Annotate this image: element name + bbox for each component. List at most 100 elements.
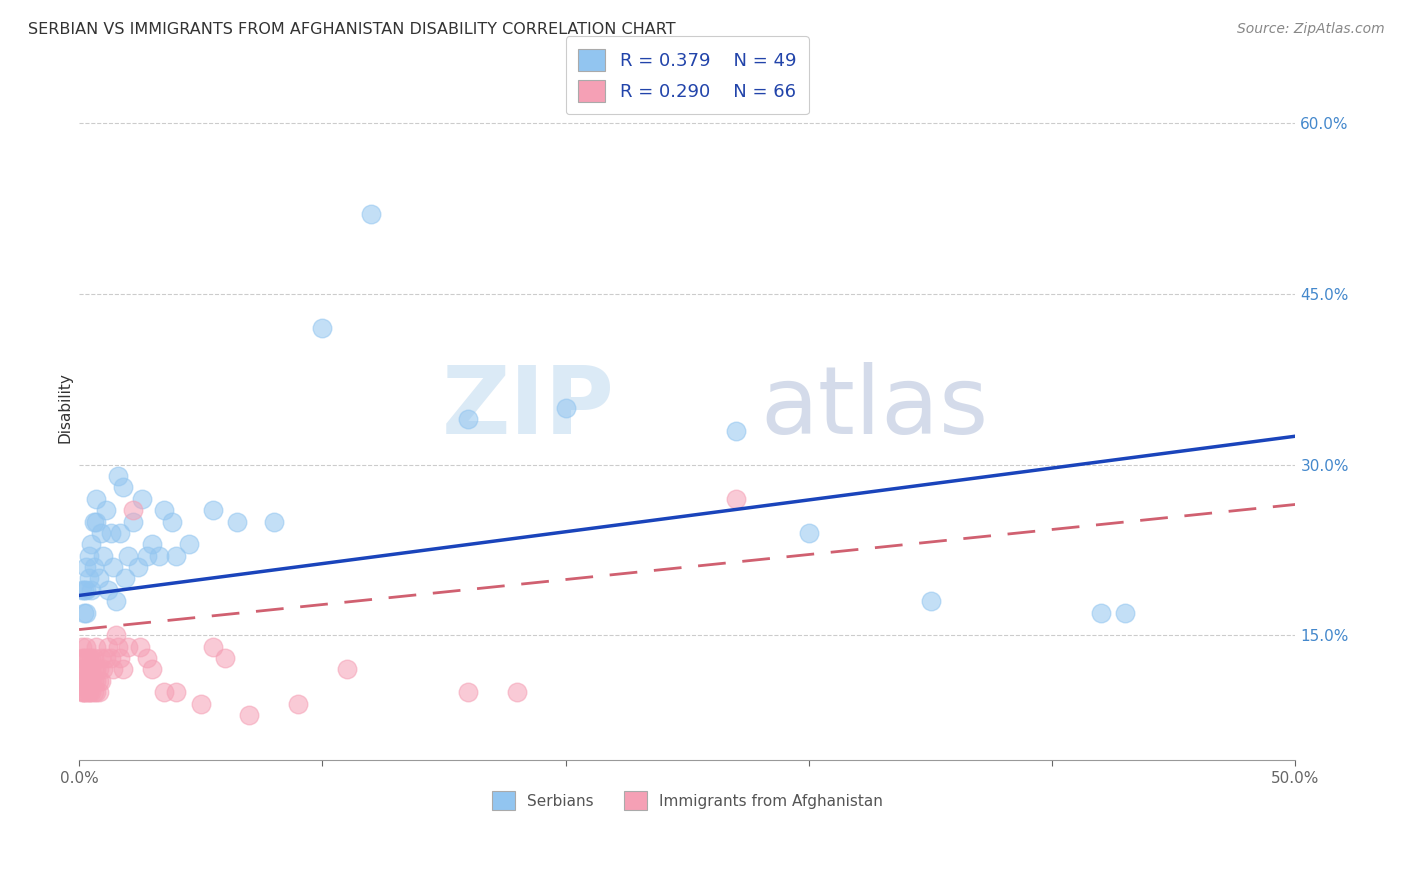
Point (83, 673, 105, 688)
Point (83, 515, 105, 529)
Point (131, 491, 153, 506)
Point (165, 685, 187, 699)
Point (127, 560, 149, 574)
Point (160, 515, 183, 529)
Text: Source: ZipAtlas.com: Source: ZipAtlas.com (1237, 22, 1385, 37)
Point (83, 560, 105, 574)
Point (97, 640, 120, 654)
Point (80, 673, 103, 688)
Point (114, 571, 136, 585)
Text: ZIP: ZIP (441, 362, 614, 454)
Point (177, 537, 200, 551)
Point (84, 662, 107, 676)
Point (214, 651, 236, 665)
Point (311, 321, 333, 335)
Point (141, 537, 163, 551)
Point (104, 628, 127, 642)
Point (129, 640, 152, 654)
Point (1090, 606, 1112, 620)
Point (97, 582, 120, 597)
Text: SERBIAN VS IMMIGRANTS FROM AFGHANISTAN DISABILITY CORRELATION CHART: SERBIAN VS IMMIGRANTS FROM AFGHANISTAN D… (28, 22, 676, 37)
Point (75, 606, 97, 620)
Point (77, 662, 100, 676)
Point (83, 662, 105, 676)
Point (80, 662, 103, 676)
Point (554, 401, 576, 415)
Point (336, 662, 359, 676)
Point (83, 685, 105, 699)
Point (84, 640, 107, 654)
Point (75, 640, 97, 654)
Point (94, 651, 117, 665)
Point (506, 685, 529, 699)
Point (83, 651, 105, 665)
Point (201, 640, 224, 654)
Point (1114, 606, 1136, 620)
Point (70, 640, 93, 654)
Point (100, 525, 122, 540)
Point (107, 469, 129, 483)
Point (80, 582, 103, 597)
Point (920, 594, 942, 608)
Point (77, 549, 100, 563)
Point (87, 685, 110, 699)
Point (263, 515, 285, 529)
Point (107, 640, 129, 654)
Point (70, 582, 93, 597)
Point (238, 707, 260, 722)
Point (75, 685, 97, 699)
Point (457, 685, 479, 699)
Point (75, 662, 97, 676)
Point (75, 673, 97, 688)
Point (84, 685, 107, 699)
Y-axis label: Disability: Disability (58, 372, 72, 443)
Point (80, 685, 103, 699)
Point (77, 651, 100, 665)
Point (80, 537, 103, 551)
Point (73, 673, 96, 688)
Point (110, 525, 132, 540)
Point (724, 424, 747, 438)
Point (84, 673, 107, 688)
Point (121, 503, 143, 517)
Point (117, 640, 139, 654)
Point (165, 549, 187, 563)
Point (101, 662, 124, 676)
Point (93, 662, 115, 676)
Point (70, 651, 93, 665)
Point (77, 673, 100, 688)
Point (148, 549, 170, 563)
Point (90, 651, 112, 665)
Point (90, 673, 112, 688)
Point (80, 673, 103, 688)
Point (360, 207, 382, 221)
Point (104, 594, 127, 608)
Point (84, 491, 107, 506)
Point (190, 697, 212, 711)
Point (94, 503, 117, 517)
Point (77, 685, 100, 699)
Point (153, 685, 176, 699)
Point (287, 697, 309, 711)
Point (457, 412, 479, 426)
Point (84, 515, 107, 529)
Point (75, 582, 97, 597)
Point (87, 571, 110, 585)
Point (70, 662, 93, 676)
Point (110, 651, 132, 665)
Point (75, 662, 97, 676)
Point (111, 662, 134, 676)
Point (100, 651, 122, 665)
Point (75, 560, 97, 574)
Point (87, 662, 110, 676)
Point (73, 685, 96, 699)
Point (80, 651, 103, 665)
Point (87, 673, 110, 688)
Point (724, 491, 747, 506)
Point (93, 549, 115, 563)
Point (121, 515, 143, 529)
Point (117, 549, 139, 563)
Point (70, 673, 93, 688)
Text: atlas: atlas (761, 362, 988, 454)
Point (73, 651, 96, 665)
